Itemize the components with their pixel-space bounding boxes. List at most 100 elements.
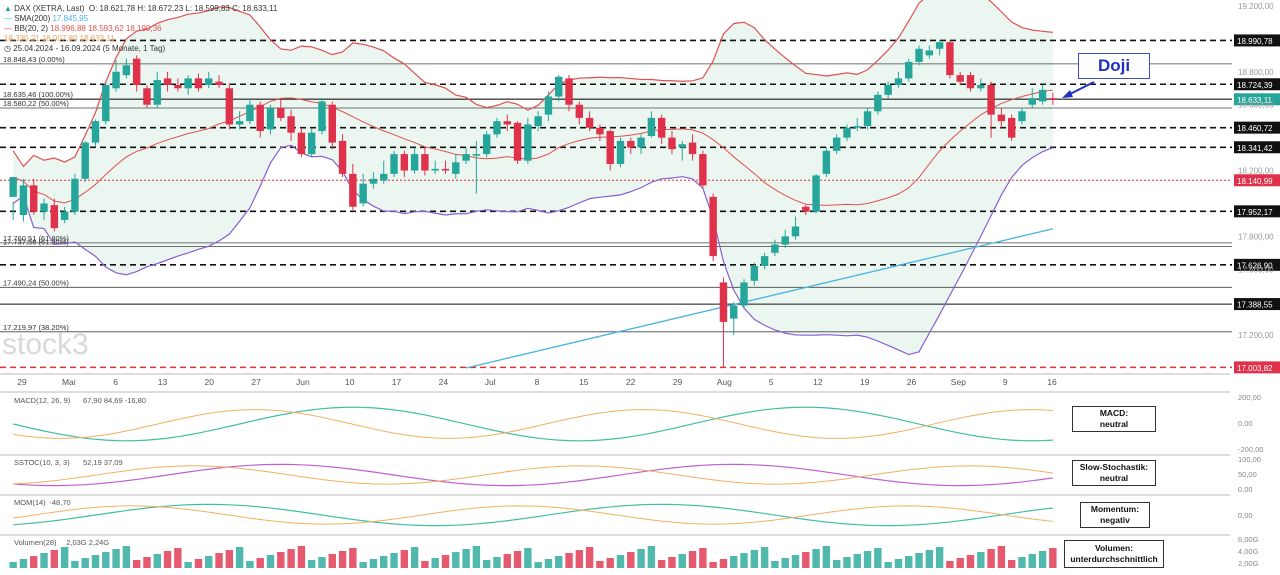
fib-level-label: 17.490,24 (50.00%) (3, 278, 69, 287)
candle-body (174, 84, 182, 89)
volume-bar (750, 550, 759, 568)
volume-bar (616, 555, 625, 568)
indicator-axis-tick: 4,00G (1238, 547, 1259, 556)
volume-bar (997, 546, 1006, 568)
candle-body (163, 78, 172, 85)
instrument-name: DAX (XETRA, Last) (14, 4, 85, 13)
candle-body (678, 144, 686, 148)
macd-status-box: MACD: neutral (1072, 406, 1156, 432)
indicator-signal-line (13, 409, 1053, 439)
volume-bar (575, 550, 584, 568)
candle-body (730, 305, 738, 319)
volume-bar (544, 559, 553, 568)
volume-bar (966, 555, 975, 568)
candle-body (668, 137, 676, 150)
candle-body (297, 132, 306, 155)
candle-body (452, 162, 460, 174)
price-axis-tick: 18.800,00 (1238, 68, 1274, 77)
candle-body (771, 244, 779, 253)
date-axis-tick: 19 (860, 377, 870, 387)
price-level-tag (1234, 174, 1280, 187)
candle-body (431, 168, 439, 171)
indicator-values: 2,03G 2,24G (66, 538, 109, 547)
date-axis-tick: 5 (769, 377, 774, 387)
candle-body (1038, 89, 1047, 102)
indicator-axis-tick: 0,00 (1238, 511, 1253, 520)
candle-body (194, 78, 203, 89)
candle-body (1018, 111, 1026, 122)
stoch-status-value: neutral (1099, 473, 1129, 483)
volume-bar (503, 554, 511, 568)
momentum-status-value: negativ (1100, 515, 1130, 525)
candle-body (575, 104, 584, 118)
candle-body (215, 81, 223, 85)
price-axis-tick: 17.200,00 (1238, 331, 1274, 340)
indicator-axis-tick: 100,00 (1238, 455, 1261, 464)
candle-body (246, 104, 254, 122)
volume-bar (668, 557, 676, 568)
volume-bar (802, 552, 810, 568)
volume-bar (637, 549, 645, 568)
volume-bar (1018, 557, 1026, 568)
candle-body (894, 78, 903, 85)
volume-bar (153, 554, 161, 568)
candle-body (534, 116, 542, 127)
candle-body (441, 168, 450, 171)
candle-body (472, 154, 481, 156)
date-axis-tick: 27 (251, 377, 261, 387)
volume-bar (143, 557, 151, 568)
candle-body (349, 173, 357, 207)
candle-body (60, 211, 69, 220)
candle-body (832, 137, 841, 151)
candle-body (410, 154, 419, 171)
candle-body (997, 114, 1006, 122)
candle-body (977, 84, 985, 89)
candle-body (318, 101, 326, 132)
volume-bar (246, 561, 254, 568)
candle-body (102, 84, 110, 122)
date-axis-tick: 22 (626, 377, 636, 387)
bollinger-upper-line (12, 0, 1053, 168)
volume-bar (225, 550, 234, 568)
instrument-icon: ▲ (4, 4, 12, 13)
volume-bar (421, 561, 429, 568)
volume-bar (1038, 551, 1047, 568)
volume-bar (19, 559, 28, 568)
indicator-line (13, 406, 1053, 442)
volume-bar (472, 546, 481, 568)
volume-bar (874, 548, 882, 568)
price-level-tag (1234, 34, 1280, 47)
fib-level-label: 17.760,51 (61.80%) (3, 234, 69, 243)
indicator-signal-line (13, 465, 1053, 485)
volume-bar (297, 546, 306, 568)
volume-bar (307, 560, 316, 568)
candle-body (112, 71, 120, 89)
date-axis-tick: 29 (673, 377, 683, 387)
date-axis-tick: Jul (485, 377, 496, 387)
doji-arrowhead (1062, 90, 1073, 98)
volume-bar (905, 556, 913, 568)
indicator-axis-tick: 50,00 (1238, 470, 1257, 479)
candle-body (596, 127, 604, 135)
candle-body (235, 121, 244, 125)
price-level-tag (1234, 121, 1280, 134)
volume-bar (956, 558, 964, 568)
candle-body (369, 178, 378, 184)
candle-body (544, 96, 553, 115)
indicator-name: Volumen(28) (14, 538, 57, 547)
volume-bar (81, 558, 89, 568)
candle-body (956, 75, 964, 82)
price-axis-tick: 18.200,00 (1238, 167, 1274, 176)
candle-body (225, 88, 234, 125)
volume-bar (678, 554, 686, 568)
price-level-label: 18.341,42 (1237, 144, 1273, 153)
fib-level-label: 17.219,97 (38.20%) (3, 323, 69, 332)
fib-level-label: 18.580,22 (50.00%) (3, 99, 69, 108)
candle-body (760, 256, 769, 266)
candle-body (1028, 98, 1036, 105)
date-axis-tick: Mai (62, 377, 76, 387)
volume-bar (1049, 548, 1057, 568)
candle-body (627, 140, 635, 148)
price-axis-tick: 17.800,00 (1238, 232, 1274, 241)
volume-bar (1028, 554, 1036, 568)
